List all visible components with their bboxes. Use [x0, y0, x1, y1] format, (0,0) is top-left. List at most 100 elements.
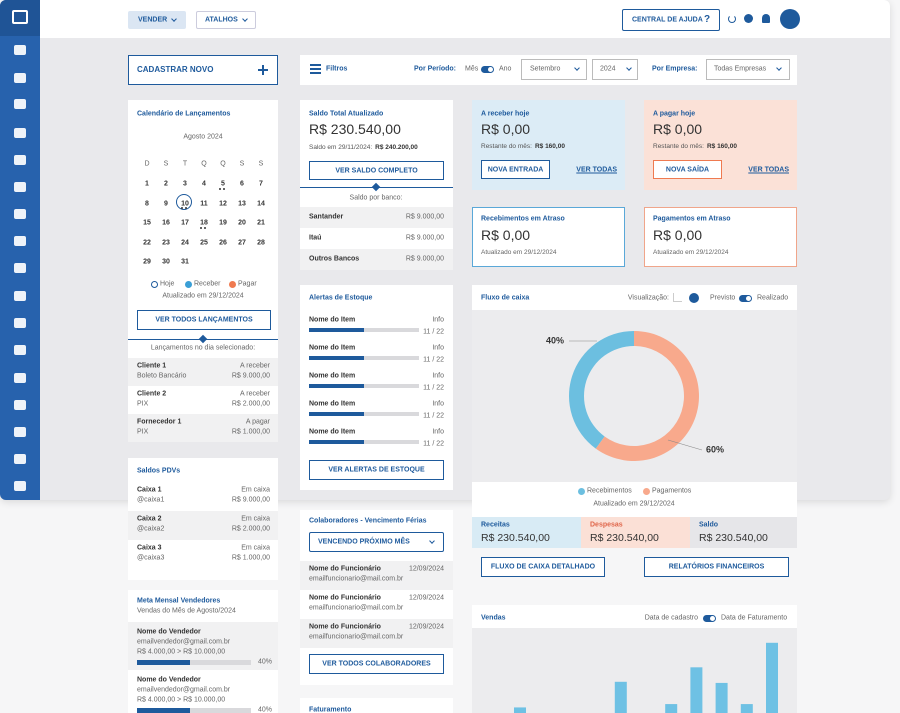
progress-fill: [309, 412, 364, 416]
button[interactable]: [309, 654, 444, 674]
icon: ?: [704, 14, 711, 25]
bell-icon[interactable]: [762, 14, 770, 23]
bar: [690, 667, 703, 713]
select[interactable]: [706, 59, 790, 80]
sidebar-icon[interactable]: [14, 263, 26, 273]
bar-icon[interactable]: [673, 293, 682, 302]
select[interactable]: [592, 59, 638, 80]
text: 11 / 22: [423, 412, 444, 420]
button[interactable]: [481, 160, 550, 179]
sidebar-icon[interactable]: [14, 481, 26, 491]
text: R$ 1.000,00: [231, 428, 270, 436]
text: Caixa 2: [137, 515, 162, 523]
sidebar-icon[interactable]: [14, 73, 26, 83]
sidebar-icon[interactable]: [14, 236, 26, 246]
button[interactable]: [622, 9, 720, 31]
text: PIX: [137, 400, 149, 408]
sidebar-icon[interactable]: [14, 427, 26, 437]
button[interactable]: [309, 460, 444, 480]
card: [644, 207, 797, 267]
text: Ano: [499, 65, 512, 73]
toggle: [481, 66, 494, 73]
text: Por Empresa:: [652, 65, 698, 73]
note: Restante do mês: R$ 160,00: [481, 143, 565, 151]
progress-fill: [309, 384, 364, 388]
button[interactable]: [653, 160, 722, 179]
button-label: CENTRAL DE AJUDA: [632, 16, 703, 24]
sidebar-icon[interactable]: [14, 291, 26, 301]
weekday: D: [144, 160, 150, 168]
button[interactable]: [196, 11, 256, 29]
button[interactable]: [481, 557, 605, 577]
refresh-icon[interactable]: [728, 15, 736, 23]
progress-track: [137, 708, 251, 713]
sidebar-icon[interactable]: [14, 454, 26, 464]
text: Hoje: [160, 280, 175, 288]
text: 11 / 22: [423, 328, 444, 336]
text: Cliente 2: [137, 390, 167, 398]
progress-track: [309, 412, 419, 416]
text: 12/09/2024: [408, 594, 444, 602]
sidebar-icon[interactable]: [14, 182, 26, 192]
card: [472, 207, 625, 267]
text: Nome do Item: [309, 428, 356, 436]
logo-area: [0, 0, 40, 36]
text: Em caixa: [241, 515, 270, 523]
sidebar-icon[interactable]: [14, 400, 26, 410]
total-cell: [472, 517, 581, 548]
sidebar-icon[interactable]: [14, 209, 26, 219]
text: 11 / 22: [423, 440, 444, 448]
user-icon[interactable]: [780, 9, 800, 29]
day: 22: [143, 239, 151, 246]
card: [300, 55, 797, 85]
button[interactable]: [137, 310, 271, 330]
day: 15: [143, 219, 151, 227]
text: Fluxo de caixa: [481, 294, 530, 302]
text: R$ 0,00: [481, 227, 531, 243]
gear-icon[interactable]: [744, 14, 753, 23]
text: 11 / 22: [423, 356, 444, 364]
sidebar-icon[interactable]: [14, 345, 26, 355]
leader-line: [667, 439, 703, 451]
dot: [228, 280, 236, 288]
text: A receber hoje: [481, 110, 530, 118]
text: Data de cadastro: [644, 614, 698, 622]
day: 18: [200, 219, 208, 227]
bar: [514, 707, 526, 713]
text: VENCENDO PRÓXIMO MÊS: [318, 538, 410, 546]
progress-track: [309, 356, 419, 360]
row-bg: [300, 249, 453, 270]
donut-slice: [595, 331, 699, 461]
button-label: NOVA ENTRADA: [487, 166, 544, 173]
button[interactable]: [309, 161, 444, 180]
select[interactable]: [521, 59, 587, 80]
day: 19: [219, 219, 227, 227]
dot: [181, 207, 183, 209]
note: Saldo em 29/11/2024: R$ 240.200,00: [309, 144, 418, 152]
day: 27: [238, 239, 246, 246]
sidebar-icon[interactable]: [14, 128, 26, 138]
day: 8: [145, 200, 149, 207]
select[interactable]: [309, 532, 444, 552]
text: Fornecedor 1: [137, 418, 182, 426]
row-bg: [128, 511, 278, 540]
filter-icon: [310, 64, 321, 66]
text: R$ 0,00: [653, 227, 703, 243]
text: Lançamentos no dia selecionado:: [150, 344, 256, 352]
button[interactable]: [128, 11, 186, 29]
text: Caixa 3: [137, 544, 162, 552]
button-label: VENDER: [138, 16, 168, 24]
chart-bg: [472, 628, 797, 713]
text: Em caixa: [241, 486, 270, 494]
sidebar-icon[interactable]: [14, 373, 26, 383]
day: 2: [164, 180, 168, 188]
card: [128, 100, 278, 440]
sidebar-icon[interactable]: [14, 99, 26, 109]
sidebar-icon[interactable]: [14, 318, 26, 328]
bar: [766, 642, 778, 713]
text: R$ 4.000,00 > R$ 10.000,00: [137, 648, 226, 656]
legend-label: Recebimentos: [587, 487, 632, 495]
sidebar-icon[interactable]: [14, 155, 26, 165]
sidebar-icon[interactable]: [14, 45, 26, 55]
button[interactable]: [644, 557, 789, 577]
